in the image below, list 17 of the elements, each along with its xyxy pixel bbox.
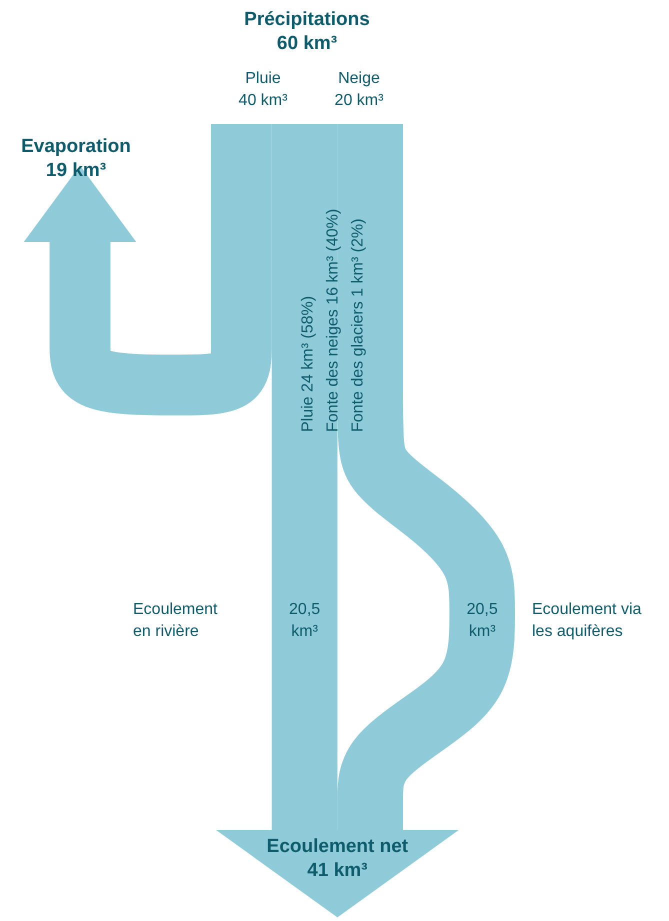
source-note: Fonte des glaciers 1 km³ (2%) xyxy=(350,218,367,432)
category-label: Ecoulement via les aquifères xyxy=(532,601,642,640)
category-label: Neige xyxy=(338,70,380,87)
data-label: 20 km³ xyxy=(334,92,384,109)
category-label: Précipitations xyxy=(244,9,370,30)
source-note: Fonte des neiges 16 km³ (40%) xyxy=(324,208,342,432)
data-label: 20,5 km³ xyxy=(466,601,498,640)
text: Pluie 24 km³ (58%) xyxy=(300,296,317,432)
data-label: 41 km³ xyxy=(307,860,368,881)
category-label: Evaporation xyxy=(21,136,131,157)
data-label: 20,5 km³ xyxy=(289,601,320,640)
data-label: 60 km³ xyxy=(276,33,338,54)
data-label: 40 km³ xyxy=(238,92,288,109)
category-label: Ecoulement en rivière xyxy=(133,601,218,640)
category-label: Ecoulement net xyxy=(266,836,409,857)
data-label: 19 km³ xyxy=(46,160,106,181)
category-label: Pluie xyxy=(245,70,281,87)
